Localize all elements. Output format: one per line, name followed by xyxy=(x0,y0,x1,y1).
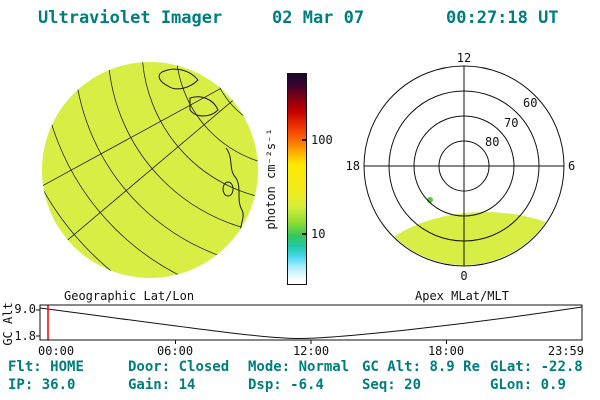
status-dsp: Dsp: -6.4 xyxy=(248,377,324,393)
status-flt-value: HOME xyxy=(50,359,84,375)
status-glon-label: GLon: xyxy=(490,377,533,393)
ytick-min: 1.8 xyxy=(14,329,36,343)
polar-fill-layer xyxy=(365,197,563,265)
app-title: Ultraviolet Imager xyxy=(38,8,223,28)
status-door: Door: Closed xyxy=(128,359,229,375)
axis-ticks xyxy=(36,309,447,344)
status-seq-label: Seq: xyxy=(362,377,396,393)
status-gain-value: 14 xyxy=(178,377,196,393)
xtick-1200: 12:00 xyxy=(293,344,329,358)
status-door-label: Door: xyxy=(128,359,171,375)
status-mode-label: Mode: xyxy=(248,359,291,375)
status-mode: Mode: Normal xyxy=(248,359,349,375)
colorbar-tickmark-10 xyxy=(302,233,307,235)
orbit-altitude-chart: 9.0 1.8 GC Alt 00:00 06:00 12:00 18:00 2… xyxy=(1,302,584,358)
status-gcalt: GC Alt: 8.9 Re xyxy=(362,359,480,375)
status-glon: GLon: 0.9 xyxy=(490,377,566,393)
mlt-label-12: 12 xyxy=(457,51,471,65)
status-dsp-value: -6.4 xyxy=(290,377,324,393)
chart-frame xyxy=(39,304,583,341)
xtick-0000: 00:00 xyxy=(38,344,74,358)
status-seq-value: 20 xyxy=(404,377,422,393)
colorbar-units-label: photon cm⁻²s⁻¹ xyxy=(264,128,278,230)
coastline-overlay xyxy=(158,68,244,235)
status-ip: IP: 36.0 xyxy=(8,377,75,393)
colorbar-tickmark-100 xyxy=(302,139,307,141)
status-glon-value: 0.9 xyxy=(540,377,566,393)
status-glat-label: GLat: xyxy=(490,359,533,375)
status-glat: GLat: -22.8 xyxy=(490,359,583,375)
mlt-label-6: 6 xyxy=(568,159,575,173)
status-gcalt-value: 8.9 Re xyxy=(429,359,481,375)
status-seq: Seq: 20 xyxy=(362,377,421,393)
status-dsp-label: Dsp: xyxy=(248,377,282,393)
mlat-label-80: 80 xyxy=(485,135,499,149)
polar-grid xyxy=(363,65,565,267)
status-mode-value: Normal xyxy=(298,359,350,375)
altitude-curve xyxy=(39,306,583,340)
y-axis-label: GC Alt xyxy=(1,302,15,345)
ytick-max: 9.0 xyxy=(14,302,36,316)
status-flt: Flt: HOME xyxy=(8,359,84,375)
status-ip-label: IP: xyxy=(8,377,34,393)
header-time: 00:27:18 UT xyxy=(446,8,559,28)
status-door-value: Closed xyxy=(178,359,230,375)
colorbar-gradient xyxy=(287,73,307,285)
colorbar-tick-10: 10 xyxy=(311,227,326,241)
header-date: 02 Mar 07 xyxy=(272,8,365,28)
colorbar-tick-100: 100 xyxy=(311,133,333,147)
mlt-label-18: 18 xyxy=(346,159,360,173)
status-gain: Gain: 14 xyxy=(128,377,195,393)
mlt-label-0: 0 xyxy=(460,269,467,283)
disk-caption: Geographic Lat/Lon xyxy=(64,289,195,303)
uv-disk-plot xyxy=(42,62,258,278)
mlat-label-70: 70 xyxy=(504,116,518,130)
status-gcalt-label: GC Alt: xyxy=(362,359,422,375)
polar-plot: 12 18 6 0 60 70 80 xyxy=(346,51,576,283)
status-flt-label: Flt: xyxy=(8,359,42,375)
status-gain-label: Gain: xyxy=(128,377,171,393)
xtick-0600: 06:00 xyxy=(157,344,193,358)
mlat-label-60: 60 xyxy=(523,96,537,110)
dayglow-region xyxy=(365,212,563,265)
polar-caption: Apex MLat/MLT xyxy=(415,289,509,303)
status-glat-value: -22.8 xyxy=(540,359,583,375)
status-ip-value: 36.0 xyxy=(41,377,76,393)
xtick-1800: 18:00 xyxy=(428,344,464,358)
xtick-2359: 23:59 xyxy=(548,344,584,358)
